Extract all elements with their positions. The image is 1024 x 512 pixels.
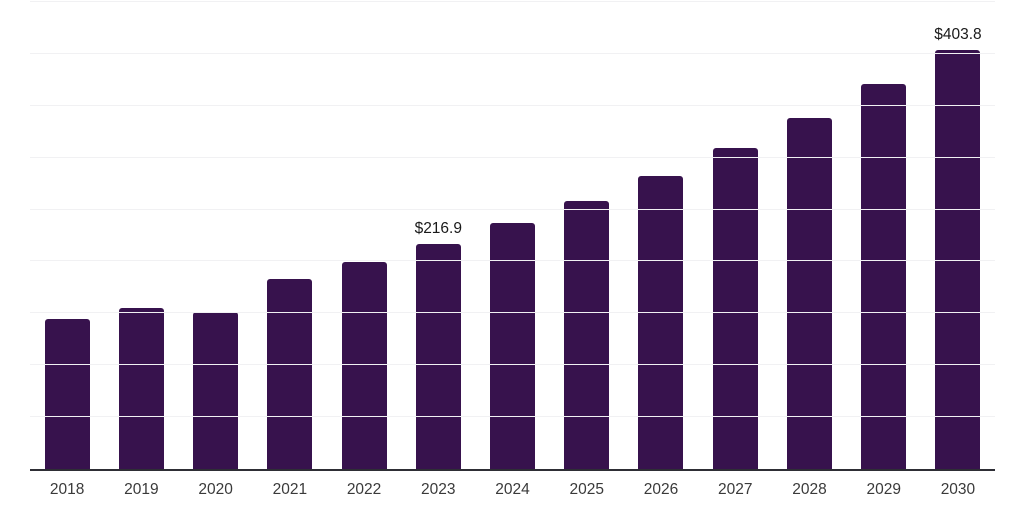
- bar-slot-2020: [178, 2, 252, 469]
- x-axis-label-2023: 2023: [421, 480, 456, 498]
- x-axis-label-2027: 2027: [717, 480, 753, 498]
- gridline: [30, 156, 995, 158]
- plot-area: $216.9 $403.8: [30, 1, 995, 469]
- bar-slot-2027: [698, 2, 772, 469]
- value-label-2030: $403.8: [934, 26, 982, 44]
- gridline: [30, 260, 995, 262]
- bar-2018: [44, 319, 90, 469]
- bar-2019: [118, 307, 164, 469]
- x-axis-label-2018: 2018: [49, 480, 85, 498]
- bar-slot-2026: [624, 2, 698, 469]
- bar-2025: [564, 201, 610, 469]
- gridline: [30, 104, 995, 106]
- bar-2029: [861, 84, 907, 469]
- x-axis-label-2022: 2022: [346, 480, 382, 498]
- bar-slot-2028: [772, 2, 846, 469]
- gridline: [30, 1, 995, 2]
- value-label-2023: $216.9: [414, 220, 462, 238]
- bars-row: $216.9 $403.8: [30, 2, 995, 469]
- bar-slot-2022: [327, 2, 401, 469]
- x-axis-label-2028: 2028: [792, 480, 827, 498]
- bar-2027: [712, 148, 758, 469]
- x-axis-label-2029: 2029: [866, 480, 901, 498]
- bar-2022: [341, 261, 387, 469]
- bar-slot-2030: $403.8: [921, 2, 995, 469]
- bar-slot-2018: [30, 2, 104, 469]
- x-axis-line: [30, 469, 995, 471]
- bar-2024: [490, 223, 536, 469]
- bar-slot-2023: $216.9: [401, 2, 475, 469]
- bar-2023: [415, 243, 461, 469]
- bar-slot-2029: [847, 2, 921, 469]
- bar-2020: [193, 311, 239, 469]
- gridline: [30, 416, 995, 418]
- x-axis-label-2026: 2026: [643, 480, 679, 498]
- gridline: [30, 208, 995, 210]
- gridline: [30, 52, 995, 54]
- plot-wrap: $216.9 $403.8 2018 2019 2020 2021 2022 2023 202…: [30, 1, 995, 500]
- x-axis-label-2025: 2025: [569, 480, 604, 498]
- bar-slot-2021: [253, 2, 327, 469]
- bar-slot-2025: [550, 2, 624, 469]
- bar-2026: [638, 176, 684, 469]
- x-axis-labels: 2018 2019 2020 2021 2022 2023 2024 2025 2026 2027…: [30, 471, 995, 500]
- bar-2028: [786, 117, 832, 469]
- x-axis-label-2020: 2020: [198, 480, 233, 498]
- x-axis-label-2030: 2030: [940, 480, 976, 498]
- gridline: [30, 312, 995, 314]
- bar-slot-2019: [104, 2, 178, 469]
- x-axis-label-2024: 2024: [495, 480, 530, 498]
- gridline: [30, 364, 995, 366]
- bar-2030: [935, 49, 981, 469]
- bar-2021: [267, 279, 313, 469]
- x-axis-label-2019: 2019: [124, 480, 159, 498]
- bar-slot-2024: [475, 2, 549, 469]
- x-axis-label-2021: 2021: [272, 480, 308, 498]
